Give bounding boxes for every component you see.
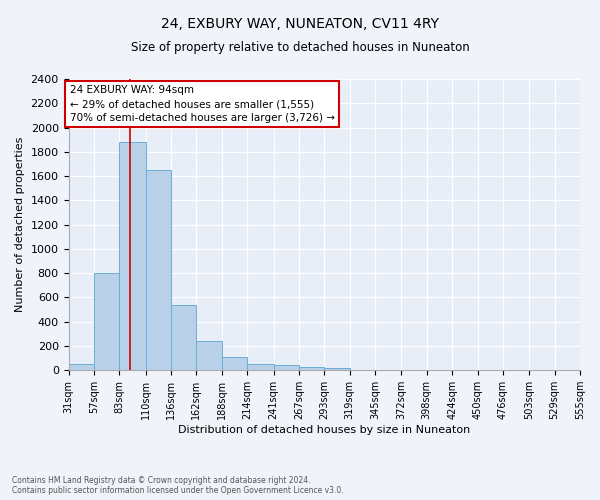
Text: Size of property relative to detached houses in Nuneaton: Size of property relative to detached ho… bbox=[131, 41, 469, 54]
Bar bbox=[222, 357, 247, 370]
Bar bbox=[299, 367, 324, 370]
X-axis label: Distribution of detached houses by size in Nuneaton: Distribution of detached houses by size … bbox=[178, 425, 470, 435]
Bar bbox=[171, 306, 196, 370]
Bar bbox=[146, 170, 171, 370]
Y-axis label: Number of detached properties: Number of detached properties bbox=[15, 137, 25, 312]
Text: Contains HM Land Registry data © Crown copyright and database right 2024.
Contai: Contains HM Land Registry data © Crown c… bbox=[12, 476, 344, 495]
Bar bbox=[68, 364, 94, 370]
Bar bbox=[94, 273, 119, 370]
Bar bbox=[196, 341, 222, 370]
Text: 24 EXBURY WAY: 94sqm
← 29% of detached houses are smaller (1,555)
70% of semi-de: 24 EXBURY WAY: 94sqm ← 29% of detached h… bbox=[70, 85, 335, 123]
Bar bbox=[119, 142, 146, 370]
Bar bbox=[274, 366, 299, 370]
Bar bbox=[247, 364, 274, 370]
Text: 24, EXBURY WAY, NUNEATON, CV11 4RY: 24, EXBURY WAY, NUNEATON, CV11 4RY bbox=[161, 18, 439, 32]
Bar bbox=[324, 368, 350, 370]
